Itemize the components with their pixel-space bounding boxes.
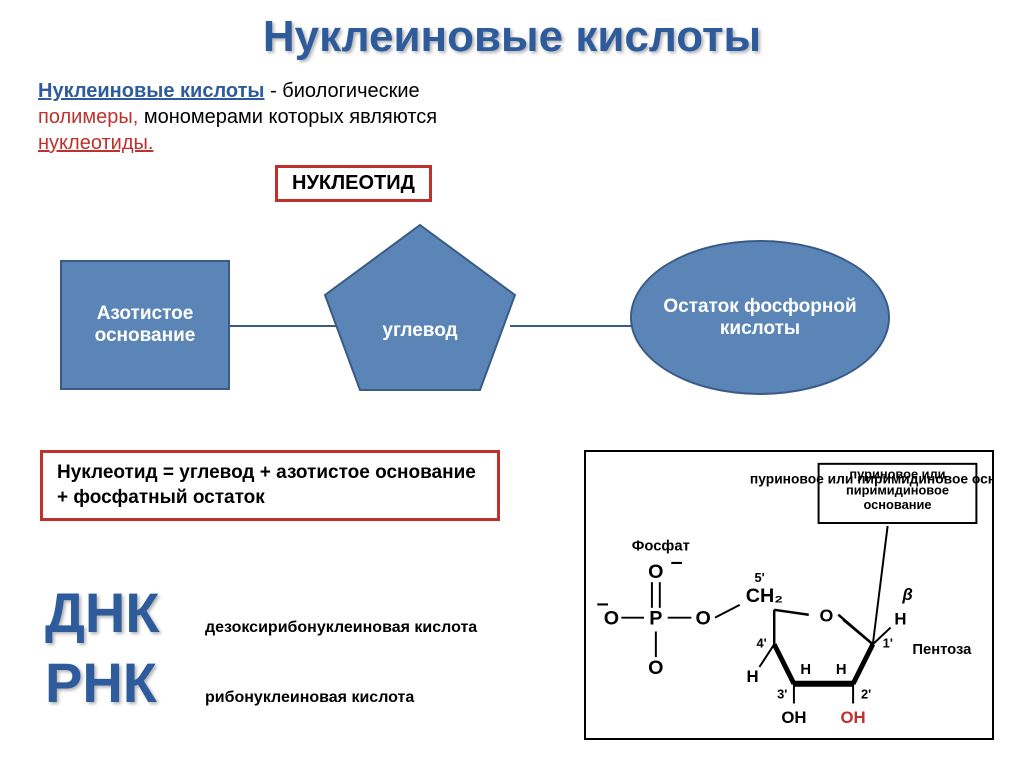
svg-text:2': 2' — [861, 687, 871, 702]
dna-row: ДНК дезоксирибонуклеиновая кислота — [45, 580, 477, 645]
svg-text:H: H — [746, 667, 758, 686]
rna-abbr: РНК — [45, 650, 205, 715]
rna-full: рибонуклеиновая кислота — [205, 689, 414, 707]
svg-text:–: – — [597, 590, 609, 615]
nitrogen-base-box: Азотистое основание — [60, 260, 230, 390]
svg-text:CH₂: CH₂ — [746, 585, 783, 607]
svg-text:OH: OH — [781, 708, 806, 727]
svg-text:O: O — [648, 657, 663, 679]
svg-text:H: H — [894, 610, 906, 629]
pentose-label: Пентоза — [912, 642, 972, 658]
svg-text:5': 5' — [754, 570, 764, 585]
connector-line-2 — [510, 325, 645, 327]
svg-text:–: – — [671, 548, 683, 573]
term-highlight: Нуклеиновые кислоты — [38, 80, 265, 102]
carbohydrate-pentagon: углевод — [320, 220, 520, 395]
nucleotide-label-box: НУКЛЕОТИД — [275, 165, 432, 202]
formula-box: Нуклеотид = углевод + азотистое основани… — [40, 450, 500, 521]
svg-text:P: P — [649, 608, 662, 630]
svg-text:OH: OH — [841, 708, 866, 727]
dna-full: дезоксирибонуклеиновая кислота — [205, 619, 477, 637]
phosphate-ellipse: Остаток фосфорной кислоты — [630, 240, 890, 395]
svg-text:O: O — [820, 606, 834, 626]
svg-text:H: H — [800, 662, 811, 678]
svg-text:1': 1' — [883, 635, 893, 650]
svg-text:4': 4' — [756, 635, 766, 650]
definition-text: Нуклеиновые кислоты - биологические поли… — [38, 78, 538, 156]
svg-text:H: H — [836, 662, 847, 678]
rna-row: РНК рибонуклеиновая кислота — [45, 650, 414, 715]
svg-text:O: O — [648, 561, 663, 583]
svg-text:β: β — [901, 585, 912, 604]
svg-text:O: O — [696, 608, 711, 630]
dna-abbr: ДНК — [45, 580, 205, 645]
nucleotide-diagram: Азотистое основание углевод Остаток фосф… — [40, 220, 940, 420]
polymer-word: полимеры, — [38, 106, 138, 128]
nucleotide-word: нуклеотиды. — [38, 132, 153, 154]
page-title: Нуклеиновые кислоты — [0, 0, 1024, 62]
nucleotide-chem-structure: пуриновое или пиримидиновое основание пу… — [584, 450, 994, 740]
svg-text:3': 3' — [777, 687, 787, 702]
